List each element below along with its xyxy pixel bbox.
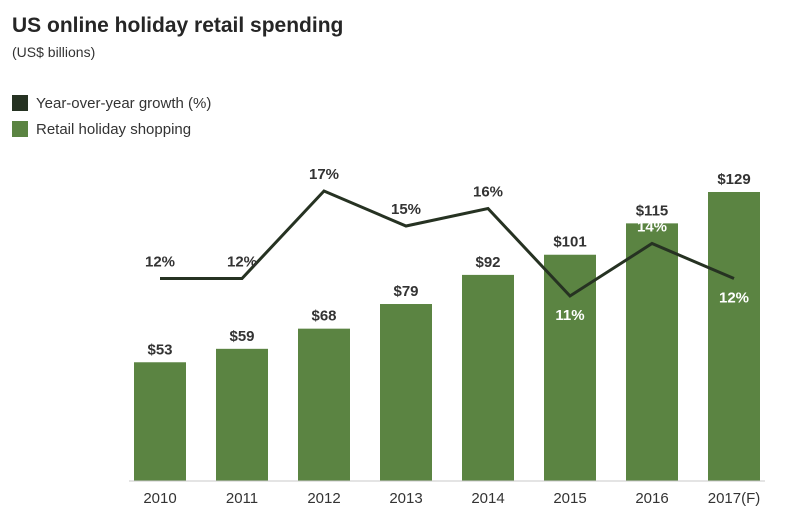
growth-label: 15% (391, 201, 421, 218)
x-tick-label: 2013 (389, 490, 422, 507)
bar-2015 (544, 254, 596, 481)
bar-2012 (298, 328, 350, 481)
x-tick-label: 2011 (226, 490, 258, 507)
x-tick-label: 2016 (635, 490, 668, 507)
x-tick-label: 2015 (553, 490, 586, 507)
growth-label: 12% (227, 254, 257, 271)
bar-2011 (216, 348, 268, 481)
bar-2017(F) (708, 192, 760, 481)
x-tick-label: 2012 (307, 490, 340, 507)
x-tick-label: 2017(F) (708, 490, 761, 507)
bar-value-label: $101 (553, 234, 586, 251)
x-tick-label: 2014 (471, 490, 504, 507)
legend-item-retail: Retail holiday shopping (12, 116, 211, 142)
growth-label: 14% (637, 219, 667, 236)
bar-2014 (462, 274, 514, 481)
bar-value-label: $129 (717, 171, 750, 188)
chart-title: US online holiday retail spending (12, 14, 344, 37)
bar-value-label: $59 (229, 328, 254, 345)
bar-2010 (134, 362, 186, 481)
bar-value-label: $92 (475, 254, 500, 271)
chart-subtitle: (US$ billions) (12, 44, 96, 60)
growth-label: 12% (719, 290, 749, 307)
bar-value-label: $79 (393, 283, 418, 300)
growth-line (160, 189, 735, 298)
bar-value-label: $68 (311, 308, 336, 325)
growth-label: 12% (145, 254, 175, 271)
growth-label: 17% (309, 166, 339, 183)
bar-value-label: $115 (636, 202, 669, 219)
legend-item-growth: Year-over-year growth (%) (12, 90, 211, 116)
legend-label-growth: Year-over-year growth (%) (36, 94, 212, 112)
x-tick-label: 2010 (143, 490, 176, 507)
legend-swatch-growth (12, 95, 28, 111)
legend-label-retail: Retail holiday shopping (36, 120, 192, 138)
growth-label: 16% (473, 184, 503, 201)
growth-label: 11% (555, 307, 584, 324)
bar-value-label: $53 (147, 341, 172, 358)
legend: Year-over-year growth (%) Retail holiday… (12, 90, 211, 142)
bar-2016 (626, 223, 678, 482)
bar-2013 (380, 304, 432, 481)
legend-swatch-retail (12, 121, 28, 137)
